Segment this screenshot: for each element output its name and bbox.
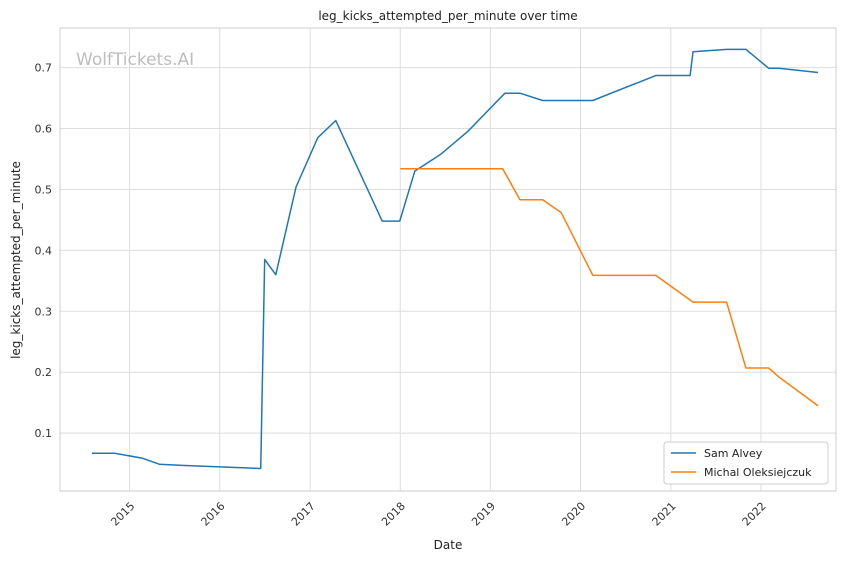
- legend-label-michal-oleksiejczuk: Michal Oleksiejczuk: [704, 466, 812, 479]
- x-tick-label: 2019: [469, 500, 498, 529]
- legend-box: [663, 441, 829, 485]
- series-line-sam-alvey: [91, 48, 819, 470]
- plot-frame: [59, 27, 837, 492]
- y-tick-labels: 0.1 0.2 0.3 0.4 0.5 0.6 0.7: [35, 62, 53, 441]
- x-tick-label: 2016: [199, 500, 228, 529]
- y-axis-title: leg_kicks_attempted_per_minute: [9, 161, 23, 359]
- chart-title: leg_kicks_attempted_per_minute over time: [318, 9, 577, 23]
- y-tick-label: 0.7: [35, 62, 53, 75]
- y-tick-label: 0.3: [35, 305, 53, 318]
- x-tick-label: 2021: [650, 500, 679, 529]
- x-tick-label: 2018: [379, 500, 408, 529]
- x-tick-label: 2022: [740, 500, 769, 529]
- x-axis-title: Date: [434, 538, 463, 552]
- y-tick-label: 0.6: [35, 123, 53, 136]
- series-layer: [91, 48, 819, 470]
- y-tick-label: 0.4: [35, 244, 53, 257]
- legend: Sam Alvey Michal Oleksiejczuk: [663, 441, 829, 485]
- x-tick-labels: 2015 2016 2017 2018 2019 2020 2021 2022: [108, 500, 768, 529]
- y-tick-label: 0.5: [35, 183, 53, 196]
- y-tick-label: 0.1: [35, 427, 53, 440]
- grid-layer: [60, 28, 836, 491]
- watermark-text: WolfTickets.AI: [76, 50, 194, 70]
- series-line-michal-oleksiejczuk: [400, 167, 819, 407]
- y-tick-label: 0.2: [35, 366, 53, 379]
- x-tick-label: 2020: [559, 500, 588, 529]
- x-tick-label: 2017: [289, 500, 318, 529]
- x-tick-label: 2015: [108, 500, 137, 529]
- legend-label-sam-alvey: Sam Alvey: [704, 447, 763, 460]
